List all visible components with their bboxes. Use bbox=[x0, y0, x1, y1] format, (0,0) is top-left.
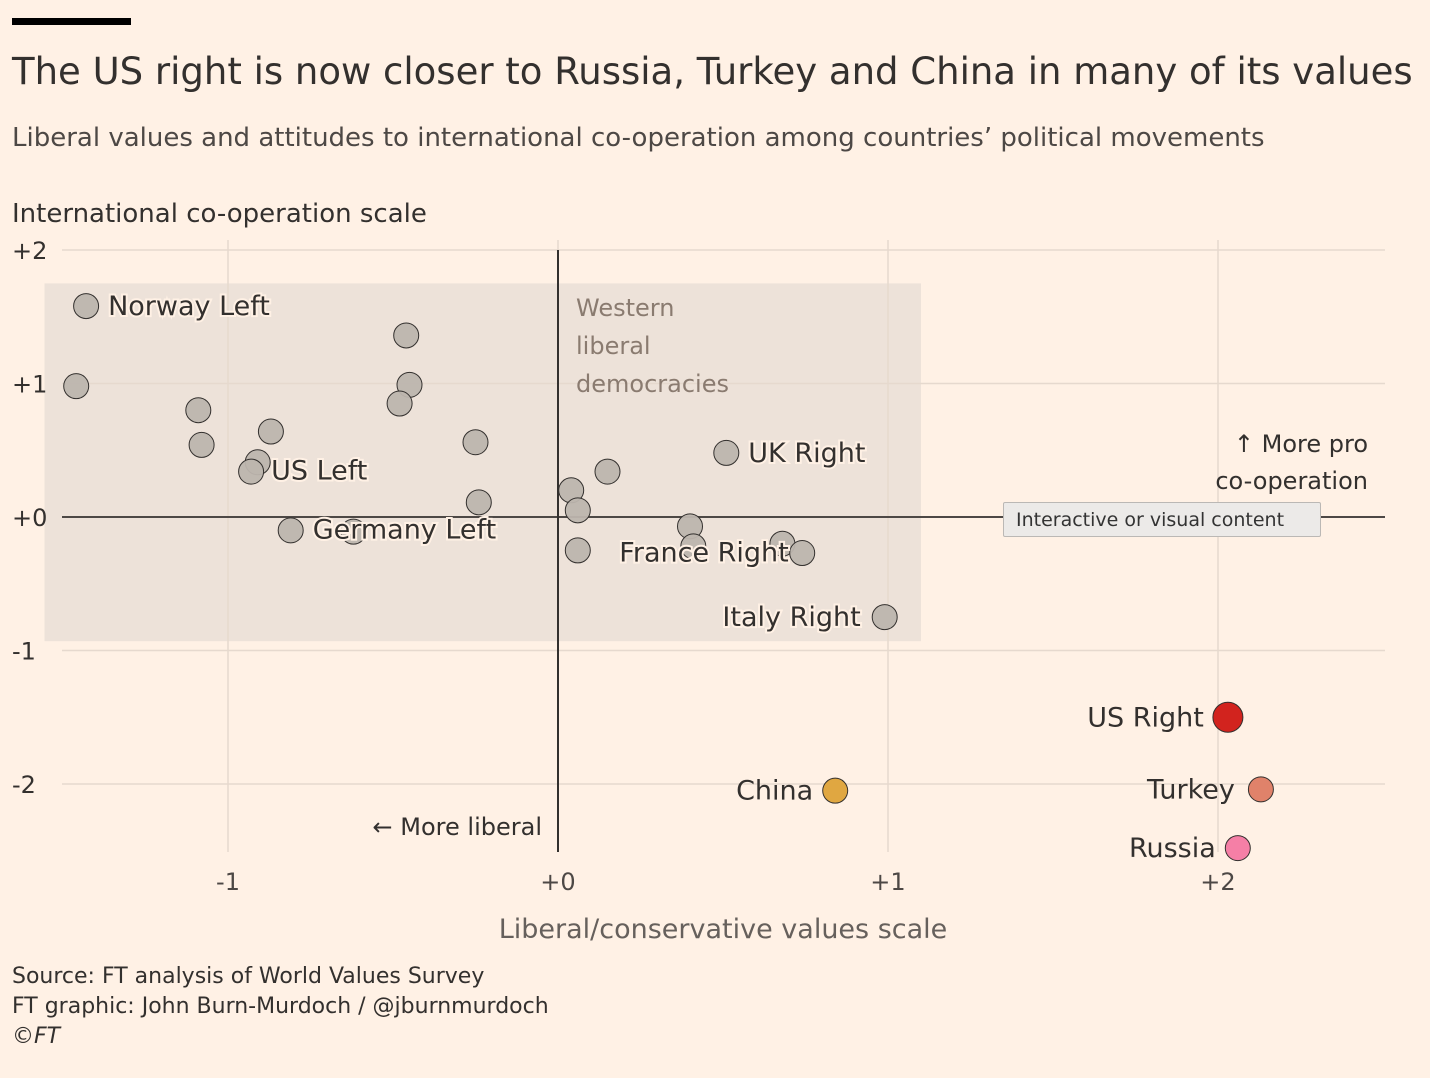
data-label-uk-right: UK Right bbox=[748, 438, 865, 469]
y-tick-label: +1 bbox=[12, 371, 47, 399]
region-label-line: democracies bbox=[576, 370, 729, 398]
data-label-us-left: US Left bbox=[271, 456, 367, 487]
footer: Source: FT analysis of World Values Surv… bbox=[12, 962, 549, 1052]
region-label-line: Western bbox=[576, 294, 674, 322]
data-label-china: China bbox=[736, 776, 813, 807]
data-point-germany-left bbox=[277, 517, 304, 544]
data-point-unlabelled bbox=[257, 418, 284, 445]
data-point-china bbox=[822, 777, 849, 804]
data-point-unlabelled bbox=[340, 518, 367, 545]
chart-title: The US right is now closer to Russia, Tu… bbox=[12, 50, 1413, 93]
y-tick-label: +0 bbox=[12, 504, 47, 532]
data-point-unlabelled bbox=[789, 540, 816, 567]
x-tick-label: -1 bbox=[216, 868, 240, 896]
data-point-unlabelled bbox=[63, 373, 90, 400]
data-label-germany-left: Germany Left bbox=[313, 514, 496, 545]
data-label-norway-left: Norway Left bbox=[108, 291, 270, 322]
data-point-unlabelled bbox=[564, 497, 591, 524]
interactive-content-tooltip[interactable]: Interactive or visual content bbox=[1003, 502, 1321, 537]
data-point-italy-right bbox=[871, 604, 898, 631]
data-label-italy-right: Italy Right bbox=[722, 602, 860, 633]
data-point-unlabelled bbox=[188, 431, 215, 458]
source-note: Source: FT analysis of World Values Surv… bbox=[12, 964, 485, 989]
data-label-turkey: Turkey bbox=[1146, 774, 1235, 805]
graphic-credit: FT graphic: John Burn-Murdoch / @jburnmu… bbox=[12, 994, 549, 1019]
data-point-unlabelled bbox=[564, 537, 591, 564]
annotation-more-cooperation: co-operation bbox=[1215, 467, 1368, 495]
x-tick-label: +2 bbox=[1200, 868, 1235, 896]
annotation-more-cooperation: ↑ More pro bbox=[1234, 430, 1368, 458]
data-point-france-right bbox=[680, 533, 707, 560]
chart-subtitle: Liberal values and attitudes to internat… bbox=[12, 123, 1265, 153]
data-label-france-right: France Right bbox=[619, 537, 788, 568]
ft-brand-bar bbox=[12, 18, 131, 25]
region-western-liberal-democracies bbox=[44, 283, 921, 642]
data-point-unlabelled bbox=[462, 429, 489, 456]
data-point-norway-left bbox=[73, 293, 100, 320]
x-axis-label: Liberal/conservative values scale bbox=[499, 914, 948, 945]
copyright: ©FT bbox=[12, 1024, 61, 1049]
data-point-unlabelled bbox=[594, 458, 621, 485]
data-point-unlabelled bbox=[393, 322, 420, 349]
scatter-chart: International co-operation scale Liberal/… bbox=[12, 199, 1385, 945]
data-point-turkey bbox=[1247, 776, 1274, 803]
data-point-us-left bbox=[238, 458, 265, 485]
data-point-russia bbox=[1224, 835, 1251, 862]
data-label-us-right: US Right bbox=[1087, 702, 1204, 733]
annotation-more-liberal: ← More liberal bbox=[373, 813, 542, 841]
data-point-us-right bbox=[1212, 701, 1244, 733]
y-axis-label: International co-operation scale bbox=[12, 199, 427, 229]
x-tick-label: +1 bbox=[870, 868, 905, 896]
x-tick-label: +0 bbox=[540, 868, 575, 896]
data-point-unlabelled bbox=[386, 390, 413, 417]
data-label-russia: Russia bbox=[1129, 833, 1216, 864]
y-tick-label: -2 bbox=[12, 771, 36, 799]
data-point-uk-right bbox=[713, 439, 740, 466]
y-tick-label: -1 bbox=[12, 638, 36, 666]
region-label-line: liberal bbox=[576, 332, 651, 360]
y-tick-label: +2 bbox=[12, 237, 47, 265]
data-point-unlabelled bbox=[185, 397, 212, 424]
data-point-unlabelled bbox=[465, 489, 492, 516]
